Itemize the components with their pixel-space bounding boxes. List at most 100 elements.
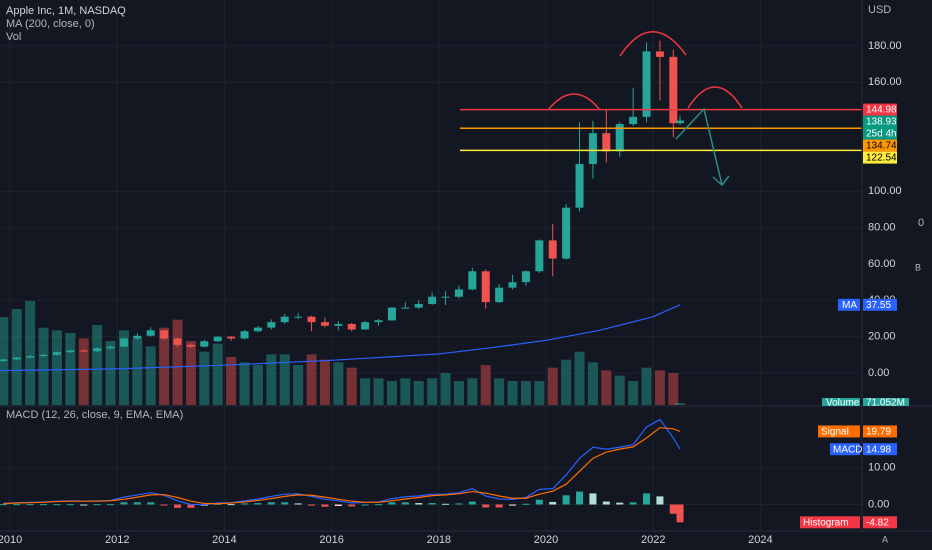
x-tick-label: 2014 <box>212 534 236 546</box>
axis-label-box <box>863 115 897 140</box>
volume-bar <box>346 367 357 405</box>
candle-body <box>294 316 303 318</box>
y-tick-label: 20.00 <box>868 331 896 343</box>
candle-body <box>575 164 584 208</box>
histogram-bar <box>308 504 316 506</box>
axis-label-box <box>863 443 897 456</box>
volume-bar <box>561 359 572 405</box>
ma-line <box>0 304 681 372</box>
x-tick-label: 2016 <box>319 534 343 546</box>
volume-bar <box>92 325 103 405</box>
volume-bar <box>132 338 143 405</box>
auto-button[interactable]: A <box>882 534 888 544</box>
histogram-bar <box>669 504 677 514</box>
candle-body <box>562 207 571 259</box>
histogram-bar <box>334 504 342 506</box>
candle-body <box>186 344 195 347</box>
histogram-bar <box>676 504 684 523</box>
volume-name-box <box>822 398 860 406</box>
level-label: 122.54 <box>866 153 897 164</box>
candle-body <box>26 356 35 358</box>
volume-bar <box>333 362 344 405</box>
histogram-bar <box>254 503 262 505</box>
histogram-bar <box>80 504 88 506</box>
histogram-bar <box>93 504 101 506</box>
ma-legend: MA (200, close, 0) <box>6 18 95 30</box>
candle-body <box>642 51 651 117</box>
histogram-bar <box>549 501 557 505</box>
volume-bar <box>373 378 384 405</box>
histogram-bar <box>602 501 610 505</box>
volume-bar <box>453 381 464 405</box>
volume-bar <box>306 354 317 405</box>
indicator-name-box <box>818 425 860 438</box>
histogram-bar <box>522 503 530 505</box>
volume-bar <box>266 354 277 405</box>
candle-body <box>12 357 21 360</box>
axis-label-box <box>863 425 897 438</box>
y-tick-label: 0.00 <box>868 498 889 510</box>
volume-bar <box>675 403 686 405</box>
indicator-name: MACD <box>833 444 862 455</box>
candle-body <box>253 327 262 332</box>
y-tick-label: 80.00 <box>868 222 896 234</box>
macd-line <box>3 418 681 506</box>
pattern-drawing <box>547 31 743 111</box>
histogram-bar <box>589 493 597 505</box>
candle-body <box>387 307 396 321</box>
x-tick-label: 2018 <box>427 534 451 546</box>
right-shoulder-arc <box>687 86 743 109</box>
side-label: 0 <box>918 217 924 229</box>
candle-body <box>374 320 383 323</box>
volume-value-box <box>863 398 909 406</box>
histogram-bar <box>629 502 637 505</box>
histogram-bar <box>160 504 168 506</box>
histogram-bar <box>656 496 664 505</box>
y-tick-label: 10.00 <box>868 461 896 473</box>
candle-body <box>669 56 678 124</box>
candle-body <box>615 124 624 152</box>
head-arc <box>619 31 687 57</box>
histogram-bar <box>482 504 490 508</box>
candle-body <box>173 338 182 345</box>
histogram-bar <box>267 502 275 505</box>
candle-body <box>588 133 597 165</box>
histogram-bar <box>388 502 396 505</box>
histogram-bar <box>576 491 584 505</box>
arrow-line <box>675 107 723 186</box>
volume-bar <box>641 367 652 405</box>
volume-bar <box>386 381 397 405</box>
volume-bar <box>520 381 531 405</box>
axis-labels: 2010 2012 2014 2016 2018 2020 2022 2024 0.00 20.0… <box>0 40 909 546</box>
histogram-bar <box>616 502 624 505</box>
y-tick-label: 0.00 <box>868 367 889 379</box>
volume-bar <box>534 381 545 405</box>
last-price-label: 138.93 <box>866 117 897 128</box>
histogram-bar <box>375 504 383 506</box>
volume-bar <box>78 338 89 405</box>
axis-label-box <box>863 139 897 152</box>
axis-label-box <box>863 516 897 529</box>
indicator-value: 14.98 <box>866 444 891 455</box>
histogram-bar <box>509 504 517 506</box>
volume-bar <box>494 378 505 405</box>
histogram-bar <box>241 503 249 505</box>
x-tick-label: 2024 <box>748 534 772 546</box>
volume-name: Volume <box>826 398 860 409</box>
volume-bar <box>413 381 424 405</box>
countdown-label: 25d 4h <box>866 129 897 140</box>
histogram-bar <box>53 504 61 506</box>
volume-bar <box>601 370 612 405</box>
histogram-bar <box>348 504 356 507</box>
histogram-bar <box>535 499 543 505</box>
histogram-bar <box>147 502 155 505</box>
vol-legend: Vol <box>6 31 21 43</box>
candle-body <box>39 354 48 357</box>
volume-value: 71.052M <box>866 398 905 409</box>
candle-body <box>320 322 329 326</box>
volume-bar <box>293 365 304 405</box>
scale-button[interactable]: B <box>915 262 921 272</box>
volume-bar <box>145 346 156 405</box>
